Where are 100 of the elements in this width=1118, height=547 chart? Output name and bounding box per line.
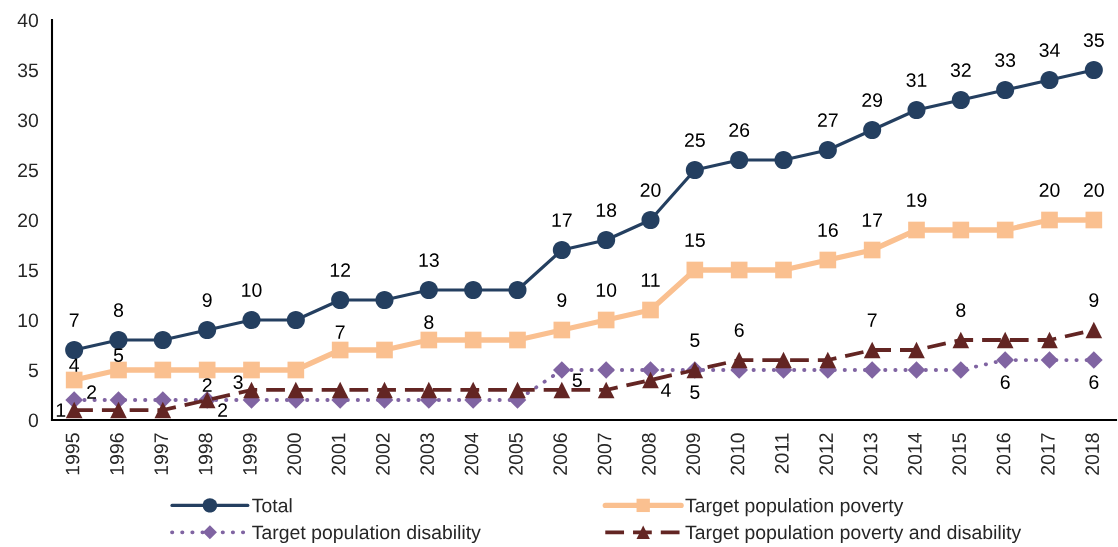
data-label: 10 xyxy=(596,283,617,297)
point xyxy=(863,241,881,259)
data-label: 8 xyxy=(113,303,124,317)
point xyxy=(464,381,482,399)
data-label: 26 xyxy=(729,123,750,137)
x-tick-label: 2002 xyxy=(375,433,390,475)
data-label: 11 xyxy=(641,273,660,287)
y-tick-label: 5 xyxy=(28,363,38,378)
x-tick-label: 1997 xyxy=(154,433,169,475)
data-label: 7 xyxy=(867,313,877,327)
point xyxy=(154,401,172,419)
point xyxy=(685,160,704,180)
y-tick-label: 0 xyxy=(28,413,39,428)
data-label: 2 xyxy=(202,378,212,392)
point xyxy=(686,261,704,279)
point xyxy=(774,150,793,170)
data-label: 16 xyxy=(818,223,838,237)
data-label: 5 xyxy=(690,333,700,347)
y-tick-label: 25 xyxy=(18,163,38,178)
point xyxy=(65,401,83,419)
x-tick-label: 2007 xyxy=(597,433,612,475)
point xyxy=(287,361,305,379)
data-label: 15 xyxy=(685,233,705,247)
point xyxy=(375,290,394,310)
x-tick-label: 2018 xyxy=(1085,433,1100,475)
point xyxy=(154,361,172,379)
legend-label: Target population disability xyxy=(252,524,481,544)
point xyxy=(642,301,659,319)
point xyxy=(243,381,260,399)
point xyxy=(553,321,571,339)
point xyxy=(952,221,970,239)
data-label: 1 xyxy=(56,403,66,417)
x-tick-label: 1995 xyxy=(65,433,80,475)
point xyxy=(1085,321,1103,339)
data-label: 17 xyxy=(862,213,883,227)
data-label: 7 xyxy=(69,313,79,327)
point xyxy=(641,210,660,230)
data-label: 2 xyxy=(218,403,227,417)
point xyxy=(996,80,1015,100)
data-label: 20 xyxy=(1084,183,1104,197)
point xyxy=(818,140,837,160)
point xyxy=(508,280,527,300)
data-label: 9 xyxy=(557,293,567,307)
point xyxy=(287,381,305,399)
y-tick-label: 10 xyxy=(18,313,39,328)
point xyxy=(1040,70,1059,90)
x-tick-label: 2000 xyxy=(287,433,302,475)
point xyxy=(863,361,882,379)
data-label: 34 xyxy=(1039,43,1060,57)
y-tick-label: 40 xyxy=(17,13,39,28)
point xyxy=(331,381,349,399)
point xyxy=(65,340,84,360)
point xyxy=(420,331,438,349)
x-tick-label: 2003 xyxy=(420,433,435,475)
data-label: 3 xyxy=(233,375,243,389)
point xyxy=(775,261,792,279)
x-tick-label: 1996 xyxy=(109,433,124,475)
point xyxy=(907,100,926,120)
x-tick-label: 1998 xyxy=(198,433,213,475)
data-label: 13 xyxy=(419,253,439,267)
x-tick-label: 2005 xyxy=(508,433,523,475)
x-tick-label: 2009 xyxy=(686,433,701,475)
data-label: 33 xyxy=(995,53,1016,67)
x-tick-label: 2015 xyxy=(952,433,967,475)
point xyxy=(996,351,1015,369)
data-label: 8 xyxy=(956,303,966,317)
x-tick-label: 2016 xyxy=(996,433,1011,475)
x-tick-label: 2014 xyxy=(907,433,922,475)
x-tick-label: 2013 xyxy=(863,433,878,475)
y-tick-label: 30 xyxy=(17,113,39,128)
legend-label: Total xyxy=(252,498,292,513)
point xyxy=(243,361,260,379)
point xyxy=(464,331,482,349)
point xyxy=(908,221,925,239)
point xyxy=(863,341,881,359)
y-tick-label: 15 xyxy=(18,263,38,278)
point xyxy=(730,150,749,170)
point xyxy=(863,120,882,140)
point xyxy=(198,320,217,340)
point xyxy=(552,361,571,379)
data-label: 5 xyxy=(690,385,700,399)
data-label: 6 xyxy=(734,323,744,337)
data-label: 20 xyxy=(1039,183,1060,197)
data-label: 5 xyxy=(572,373,582,387)
data-label: 18 xyxy=(596,203,617,217)
point xyxy=(1084,60,1103,80)
point xyxy=(110,401,127,419)
point xyxy=(1085,211,1103,229)
data-label: 6 xyxy=(1089,375,1099,389)
point xyxy=(509,381,526,399)
point xyxy=(996,221,1014,239)
point xyxy=(420,381,438,399)
point xyxy=(509,331,526,349)
point xyxy=(65,371,83,389)
x-tick-label: 2008 xyxy=(641,433,656,475)
point xyxy=(419,280,438,300)
data-label: 9 xyxy=(1089,293,1099,307)
point xyxy=(597,230,616,250)
point xyxy=(1084,351,1103,369)
point xyxy=(819,251,837,269)
